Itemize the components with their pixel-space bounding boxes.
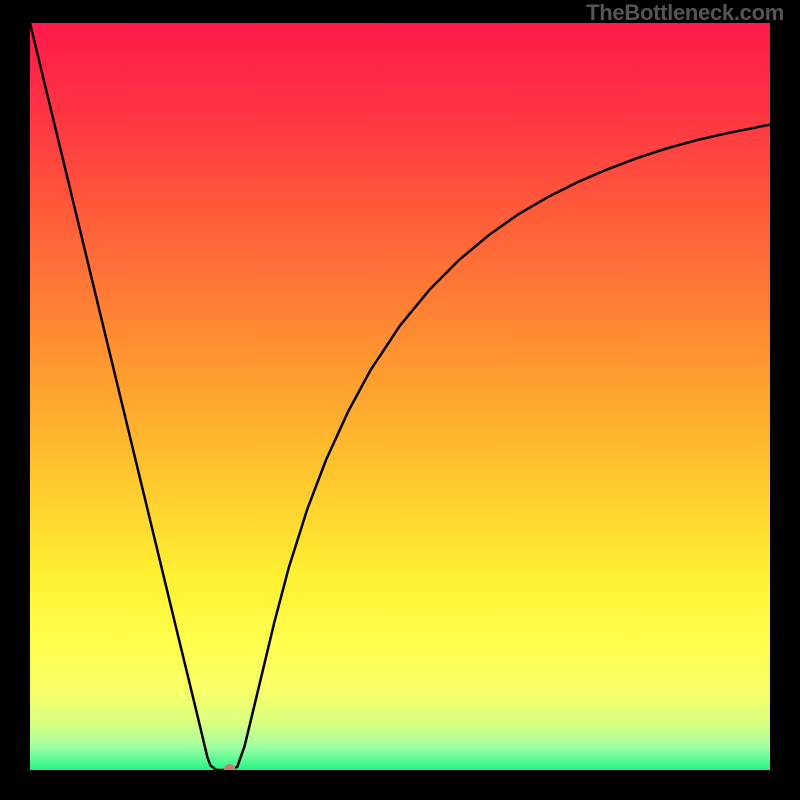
plot-area [30,23,770,770]
bottleneck-curve-chart [30,23,770,770]
chart-frame: TheBottleneck.com [0,0,800,800]
gradient-background [30,23,770,770]
